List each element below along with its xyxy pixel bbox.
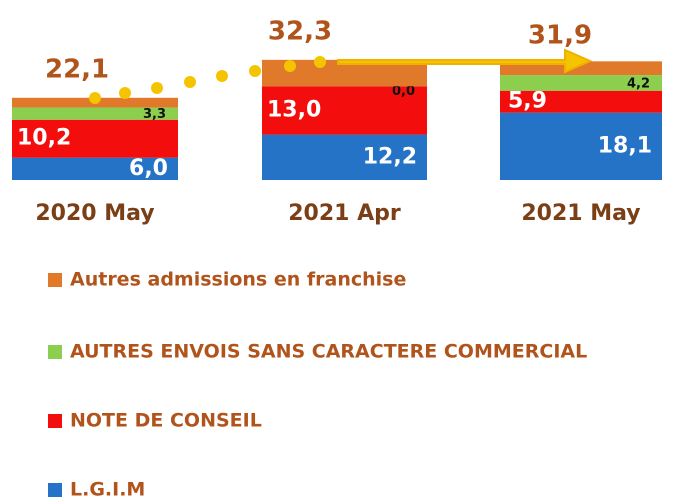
category-label: 2021 May <box>521 201 640 226</box>
legend-label: Autres admissions en franchise <box>70 269 406 291</box>
value-label: 3,3 <box>143 107 166 122</box>
legend-swatch <box>48 273 62 287</box>
category-label: 2021 Apr <box>288 201 401 226</box>
category-label: 2020 May <box>35 201 154 226</box>
value-label: 12,2 <box>363 144 417 169</box>
value-label: 4,2 <box>627 76 650 91</box>
trend-dot <box>184 76 196 88</box>
legend-swatch <box>48 483 62 497</box>
value-label: 6,0 <box>129 156 168 181</box>
legend-swatch <box>48 345 62 359</box>
bar-segment <box>500 112 662 180</box>
legend-label: AUTRES ENVOIS SANS CARACTERE COMMERCIAL <box>70 341 587 363</box>
trend-dot <box>314 56 326 68</box>
bar-segment <box>12 107 178 120</box>
value-label: 0,0 <box>392 84 415 99</box>
legend-label: NOTE DE CONSEIL <box>70 410 262 432</box>
total-label: 31,9 <box>528 21 592 51</box>
bar-segment <box>12 119 178 158</box>
legend-swatch <box>48 414 62 428</box>
trend-dot <box>119 87 131 99</box>
value-label: 13,0 <box>267 97 321 122</box>
value-label: 5,9 <box>508 89 547 114</box>
trend-arrow <box>337 48 593 74</box>
trend-dot <box>284 60 296 72</box>
total-label: 22,1 <box>45 55 109 85</box>
bar-segment <box>262 86 427 135</box>
value-label: 10,2 <box>17 126 71 151</box>
trend-dot <box>216 70 228 82</box>
bar-segment <box>12 157 178 180</box>
bar-segment <box>500 75 662 91</box>
trend-dot <box>151 82 163 94</box>
bar-segment <box>262 134 427 180</box>
total-label: 32,3 <box>268 17 332 47</box>
value-label: 18,1 <box>598 133 652 158</box>
bar-segment <box>500 90 662 113</box>
legend-label: L.G.I.M <box>70 479 145 501</box>
trend-dot <box>249 65 261 77</box>
trend-dot <box>89 92 101 104</box>
